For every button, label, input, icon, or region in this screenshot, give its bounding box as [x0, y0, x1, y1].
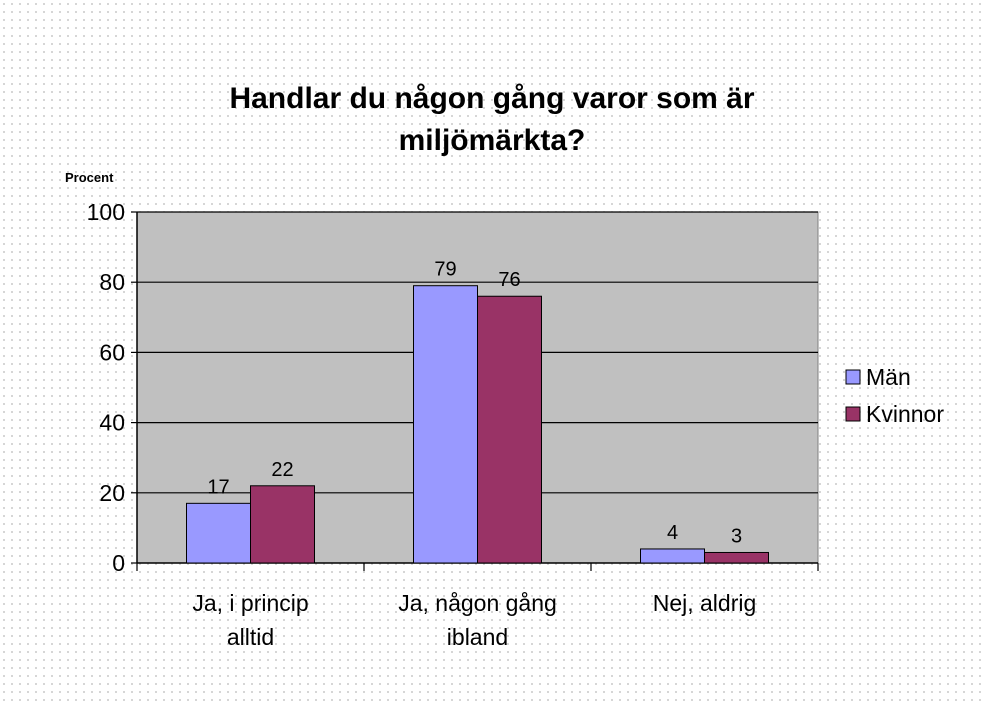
legend-label-män: Män [866, 364, 911, 390]
y-axis-label: Procent [65, 170, 114, 185]
y-tick-label-100: 100 [87, 199, 125, 225]
y-tick-label-20: 20 [99, 480, 125, 506]
x-category-label-1-line-1: ibland [447, 624, 508, 650]
y-tick-label-80: 80 [99, 269, 125, 295]
legend-swatch-män [845, 369, 861, 385]
legend: Män Kvinnor [845, 364, 944, 427]
data-label-kvinnor-2: 3 [731, 525, 742, 547]
bar-kvinnor-0 [250, 485, 315, 564]
y-tick-label-40: 40 [99, 410, 125, 436]
bar-män-1 [413, 285, 478, 564]
plot-area: 0 20 40 60 80 100 17 22 Ja, i princip alltid 79 76 J… [87, 199, 819, 650]
chart-title-line-2: miljömärkta? [399, 124, 586, 157]
bar-kvinnor-2 [704, 551, 769, 564]
y-tick-label-0: 0 [112, 550, 125, 576]
x-category-label-1-line-0: Ja, någon gång [398, 590, 557, 616]
chart-title-line-1: Handlar du någon gång varor som är [229, 82, 754, 115]
data-label-män-2: 4 [667, 522, 678, 544]
x-category-label-2-line-0: Nej, aldrig [653, 590, 757, 616]
legend-swatch-kvinnor [845, 406, 861, 422]
bar-kvinnor-1 [477, 295, 542, 564]
data-label-kvinnor-0: 22 [271, 459, 293, 481]
bar-män-2 [640, 548, 705, 564]
x-category-label-0-line-0: Ja, i princip [192, 590, 308, 616]
x-category-label-0-line-1: alltid [227, 624, 274, 650]
data-label-kvinnor-1: 76 [498, 269, 520, 291]
data-label-män-0: 17 [207, 476, 229, 498]
y-tick-label-60: 60 [99, 339, 125, 365]
bar-män-0 [186, 502, 251, 564]
data-label-män-1: 79 [434, 259, 456, 281]
legend-label-kvinnor: Kvinnor [866, 401, 944, 427]
